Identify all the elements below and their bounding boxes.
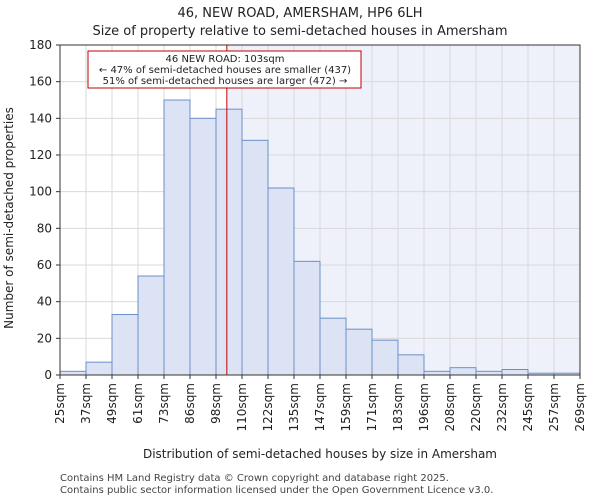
y-axis-label: Number of semi-detached properties: [2, 107, 16, 329]
histogram-bar: [85, 361, 113, 376]
histogram-bar: [371, 339, 399, 376]
x-tick-label: 73sqm: [157, 383, 171, 424]
x-axis-label: Distribution of semi-detached houses by …: [143, 447, 497, 461]
histogram-bar: [189, 117, 217, 376]
x-tick-label: 232sqm: [495, 383, 509, 431]
x-tick-label: 159sqm: [339, 383, 353, 431]
x-tick-label: 86sqm: [183, 383, 197, 424]
footer-line-1: Contains HM Land Registry data © Crown c…: [60, 473, 449, 484]
histogram-bar: [59, 370, 87, 376]
x-tick-label: 98sqm: [209, 383, 223, 424]
x-tick-label: 147sqm: [313, 383, 327, 431]
x-tick-label: 122sqm: [261, 383, 275, 431]
axes: [56, 44, 581, 379]
histogram-bar: [111, 314, 139, 376]
histogram-bar: [137, 275, 165, 376]
annotation-smaller: ← 47% of semi-detached houses are smalle…: [99, 65, 351, 76]
y-tick-label: 80: [37, 221, 52, 235]
histogram-bar: [449, 367, 477, 376]
tick-labels: 0 20 40 60 80 100 120 140 160 180 25sqm 37sqm 49sqm 6…: [29, 38, 587, 431]
x-tick-label: 245sqm: [521, 383, 535, 431]
x-tick-label: 135sqm: [287, 383, 301, 431]
bars: [59, 99, 581, 376]
histogram-bar: [475, 370, 503, 376]
y-tick-label: 60: [37, 258, 52, 272]
x-tick-label: 196sqm: [417, 383, 431, 431]
y-tick-label: 180: [29, 38, 52, 52]
x-tick-label: 220sqm: [469, 383, 483, 431]
histogram-bar: [501, 369, 529, 376]
histogram-bar: [267, 187, 295, 376]
histogram-bar: [293, 260, 321, 376]
histogram-bar: [345, 328, 373, 376]
chart-subtitle: Size of property relative to semi-detach…: [92, 24, 508, 39]
x-tick-label: 171sqm: [365, 383, 379, 431]
histogram-bar: [397, 354, 425, 376]
y-tick-label: 0: [44, 368, 52, 382]
y-tick-label: 160: [29, 75, 52, 89]
histogram-bar: [319, 317, 347, 376]
x-tick-label: 49sqm: [105, 383, 119, 424]
x-tick-label: 257sqm: [547, 383, 561, 431]
y-tick-label: 20: [37, 331, 52, 345]
histogram-bar: [163, 99, 191, 376]
y-tick-label: 100: [29, 185, 52, 199]
histogram-bar: [215, 108, 243, 376]
annotation-larger: 51% of semi-detached houses are larger (…: [103, 76, 348, 87]
x-tick-label: 269sqm: [573, 383, 587, 431]
y-tick-label: 120: [29, 148, 52, 162]
x-tick-label: 208sqm: [443, 383, 457, 431]
histogram-bar: [423, 370, 451, 376]
annotation: 46 NEW ROAD: 103sqm← 47% of semi-detache…: [87, 45, 362, 375]
x-tick-label: 37sqm: [79, 383, 93, 424]
x-tick-label: 110sqm: [235, 383, 249, 431]
x-tick-label: 25sqm: [53, 383, 67, 424]
histogram-bar: [241, 139, 269, 376]
annotation-title: 46 NEW ROAD: 103sqm: [166, 54, 285, 65]
chart-title: 46, NEW ROAD, AMERSHAM, HP6 6LH: [177, 6, 423, 21]
x-tick-label: 183sqm: [391, 383, 405, 431]
footer-line-2: Contains public sector information licen…: [60, 485, 494, 496]
y-tick-label: 140: [29, 111, 52, 125]
y-tick-label: 40: [37, 295, 52, 309]
annotation-box: [87, 50, 362, 89]
x-tick-label: 61sqm: [131, 383, 145, 424]
